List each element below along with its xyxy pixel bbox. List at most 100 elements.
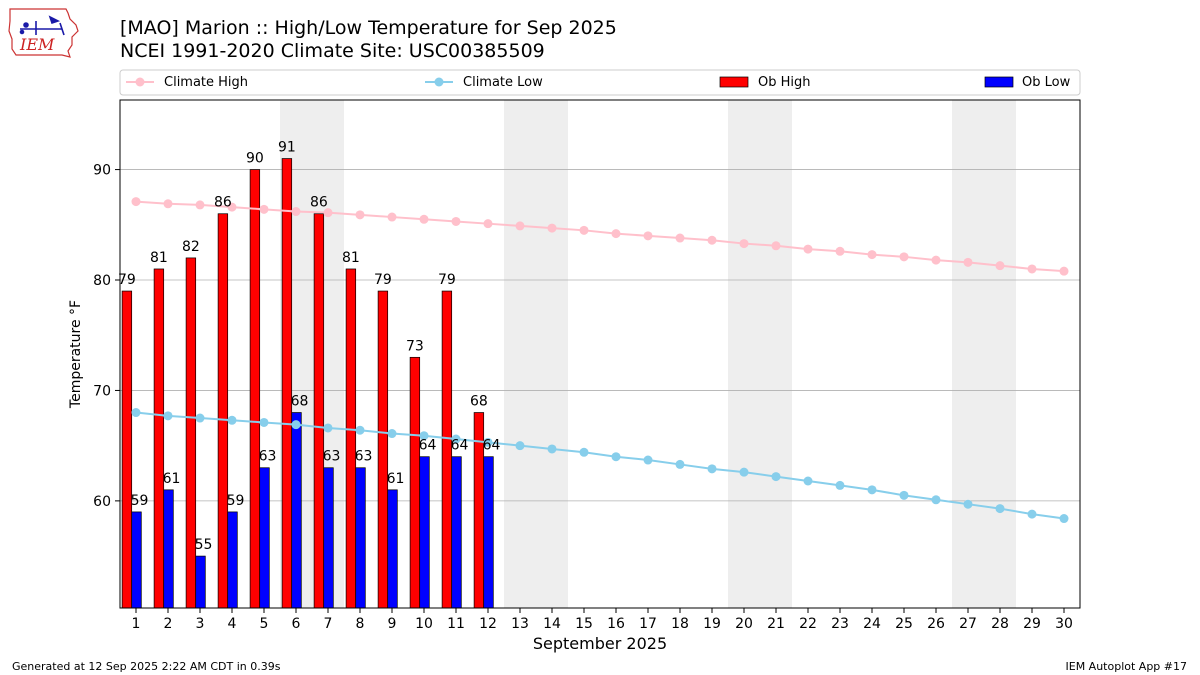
climate-high-point-30 — [1059, 266, 1069, 276]
climate-low-point-2 — [163, 411, 173, 421]
climate-high-point-28 — [995, 261, 1005, 271]
climate-low-point-3 — [195, 413, 205, 423]
logo-text: IEM — [19, 35, 55, 54]
ob-high-bar-1 — [121, 290, 133, 609]
ob-high-label-4: 86 — [214, 195, 232, 211]
climate-low-point-6 — [291, 420, 301, 430]
ob-low-bar-11 — [451, 456, 462, 609]
ob-low-label-2: 61 — [163, 471, 181, 487]
y-tick-label-60: 60 — [93, 494, 111, 510]
ob-high-bar-5 — [249, 169, 261, 609]
x-tick-label-23: 23 — [831, 616, 849, 632]
climate-high-point-20 — [739, 239, 749, 249]
climate-high-point-13 — [515, 221, 525, 231]
ob-high-bar-7 — [313, 213, 325, 609]
climate-high-point-5 — [259, 204, 269, 214]
weekend-shade-28 — [984, 100, 1016, 608]
x-tick-label-1: 1 — [132, 616, 141, 632]
ob-high-label-5: 90 — [246, 151, 264, 167]
climate-high-point-14 — [547, 223, 557, 233]
climate-high-line — [135, 200, 1065, 273]
x-tick-label-15: 15 — [575, 616, 593, 632]
climate-high-point-12 — [483, 219, 493, 229]
iowa-outline-icon — [8, 8, 79, 58]
climate-low-point-21 — [771, 472, 781, 482]
climate-lines — [131, 197, 1069, 524]
x-tick-label-4: 4 — [228, 616, 237, 632]
climate-high-point-1 — [131, 197, 141, 207]
x-tick-label-28: 28 — [991, 616, 1009, 632]
legend-ob-high: Ob High — [758, 75, 811, 90]
ob-high-bar-6 — [281, 158, 293, 609]
climate-high-point-26 — [931, 255, 941, 265]
legend-ob-high-swatch — [719, 76, 749, 88]
climate-high-point-3 — [195, 200, 205, 210]
climate-low-point-9 — [387, 429, 397, 439]
legend: Climate High Climate Low Ob High Ob Low — [119, 69, 1081, 96]
climate-low-point-15 — [579, 447, 589, 457]
app-id: IEM Autoplot App #17 — [1065, 660, 1188, 673]
ob-high-bar-8 — [345, 268, 357, 609]
legend-ob-low-swatch — [984, 76, 1014, 88]
bar-value-labels: 79 81 82 86 90 91 86 81 79 73 79 68 59 61 55 59 63 68 63 63… — [118, 140, 501, 554]
climate-low-point-26 — [931, 495, 941, 505]
ob-high-bar-10 — [409, 356, 421, 609]
climate-high-point-6 — [291, 207, 301, 217]
climate-low-point-12 — [483, 437, 493, 447]
ob-low-label-3: 55 — [195, 537, 213, 553]
x-tick-label-10: 10 — [415, 616, 433, 632]
x-tick-label-11: 11 — [447, 616, 465, 632]
ob-high-label-11: 79 — [438, 272, 456, 288]
climate-low-point-8 — [355, 425, 365, 435]
climate-high-point-17 — [643, 231, 653, 241]
climate-low-point-23 — [835, 480, 845, 490]
x-tick-label-14: 14 — [543, 616, 561, 632]
ob-high-label-8: 81 — [342, 250, 360, 266]
climate-high-point-7 — [323, 208, 333, 218]
climate-low-point-16 — [611, 452, 621, 462]
weekend-shade-14 — [536, 100, 568, 608]
climate-high-point-25 — [899, 252, 909, 262]
climate-high-point-21 — [771, 241, 781, 251]
ob-low-label-10: 64 — [419, 438, 437, 454]
ob-low-label-4: 59 — [227, 493, 245, 509]
legend-climate-high: Climate High — [164, 75, 248, 90]
y-tick-label-80: 80 — [93, 273, 111, 289]
climate-low-point-20 — [739, 467, 749, 477]
x-tick-label-21: 21 — [767, 616, 785, 632]
ob-low-bar-8 — [355, 467, 366, 609]
climate-high-point-9 — [387, 212, 397, 222]
x-tick-label-24: 24 — [863, 616, 881, 632]
x-tick-label-12: 12 — [479, 616, 497, 632]
chart-title: [MAO] Marion :: High/Low Temperature for… — [120, 17, 617, 39]
ob-high-label-12: 68 — [470, 394, 488, 410]
x-tick-label-19: 19 — [703, 616, 721, 632]
climate-low-point-14 — [547, 444, 557, 454]
climate-low-point-19 — [707, 464, 717, 474]
ob-high-bar-9 — [377, 290, 389, 609]
weekend-shade-27 — [952, 100, 984, 608]
climate-high-point-29 — [1027, 264, 1037, 274]
x-tick-label-3: 3 — [196, 616, 205, 632]
x-tick-label-9: 9 — [388, 616, 397, 632]
legend-ob-low: Ob Low — [1022, 75, 1071, 90]
legend-climate-low: Climate Low — [463, 75, 543, 90]
chart-subtitle: NCEI 1991-2020 Climate Site: USC00385509 — [120, 40, 545, 62]
ob-low-label-5: 63 — [259, 449, 277, 465]
ob-low-bar-1 — [131, 511, 142, 609]
bar-series — [121, 158, 494, 609]
weekend-shading — [280, 100, 1016, 608]
x-tick-label-6: 6 — [292, 616, 301, 632]
x-tick-label-26: 26 — [927, 616, 945, 632]
x-axis-ticks: 1 2 3 4 5 6 7 8 9 10 11 12 13 14 15 16 17 18 19 20 21 22 23 24 2… — [132, 608, 1073, 632]
x-tick-label-30: 30 — [1055, 616, 1073, 632]
ob-low-bar-9 — [387, 489, 398, 609]
y-tick-label-70: 70 — [93, 383, 111, 399]
ob-high-label-1: 79 — [118, 272, 136, 288]
x-tick-label-25: 25 — [895, 616, 913, 632]
climate-high-point-10 — [419, 214, 429, 224]
climate-high-point-2 — [163, 199, 173, 209]
climate-high-point-16 — [611, 229, 621, 239]
plot-frame — [119, 99, 1081, 609]
